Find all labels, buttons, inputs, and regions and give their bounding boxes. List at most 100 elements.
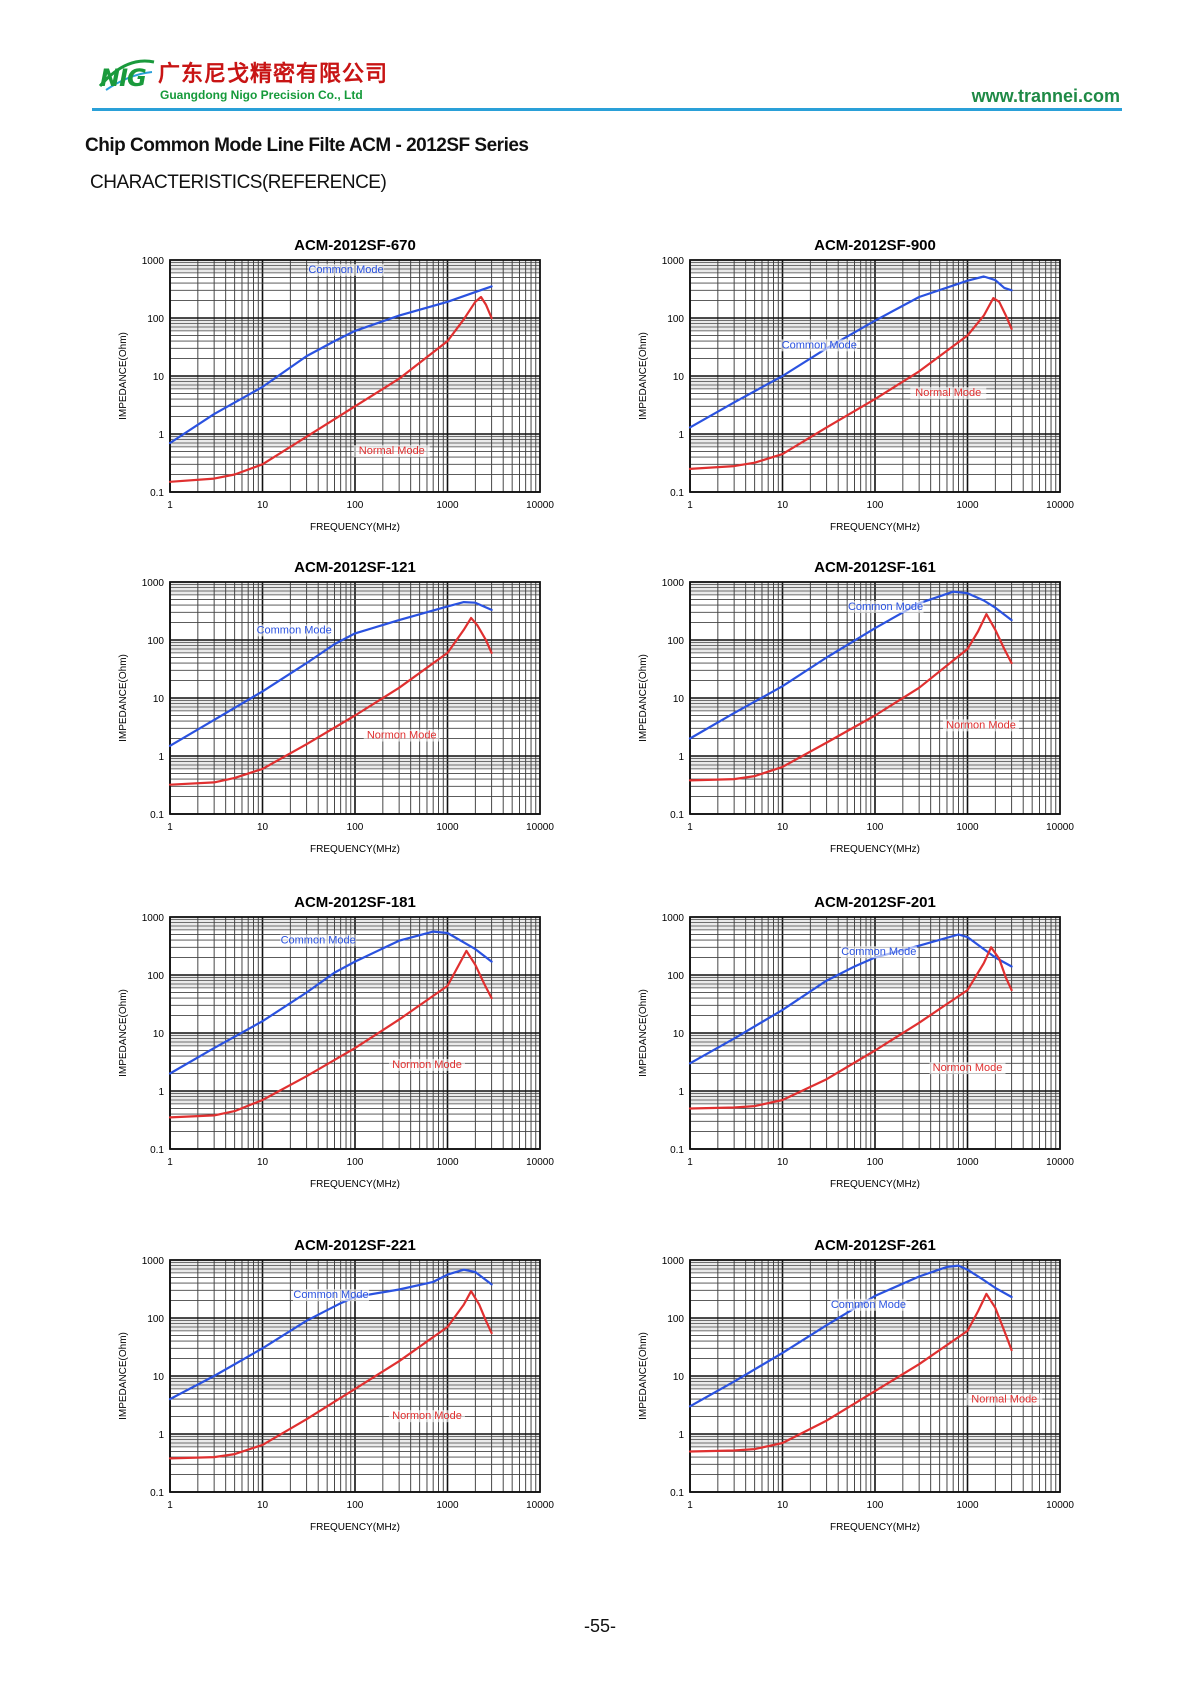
x-tick-label: 10 <box>777 1500 789 1511</box>
y-tick-label: 10 <box>673 1372 685 1383</box>
x-tick-label: 10 <box>257 1500 269 1511</box>
series-annotation: Common Mode <box>848 601 923 613</box>
y-tick-label: 10 <box>153 1029 165 1040</box>
x-tick-label: 1000 <box>436 500 459 511</box>
y-axis-label: IMPEDANCE(Ohm) <box>118 654 129 742</box>
page-header: NIG 广东尼戈精密有限公司 Guangdong Nigo Precision … <box>0 0 1200 118</box>
y-tick-label: 10 <box>153 372 165 383</box>
plot-frame <box>689 259 1061 493</box>
y-axis-label: IMPEDANCE(Ohm) <box>638 654 649 742</box>
chart-title: ACM-2012SF-161 <box>814 559 936 576</box>
plot-frame <box>689 916 1061 1150</box>
x-tick-label: 10000 <box>526 1157 554 1168</box>
series-annotation: Normon Mode <box>946 719 1016 731</box>
chart-acm-2012sf-221: ACM-2012SF-221 1 10 100 1000 10000 0.1 1 10 100 10… <box>110 1237 554 1538</box>
x-axis-label: FREQUENCY(MHz) <box>310 844 400 855</box>
y-tick-label: 0.1 <box>150 810 164 821</box>
annotation-backdrop <box>308 263 385 276</box>
x-tick-label: 1 <box>167 822 173 833</box>
series-line-normal-mode <box>688 612 1013 782</box>
x-tick-label: 1 <box>687 500 693 511</box>
y-tick-label: 1 <box>158 1430 164 1441</box>
x-tick-label: 10 <box>777 1157 789 1168</box>
series-annotation: Normal Mode <box>971 1393 1037 1405</box>
x-axis-label: FREQUENCY(MHz) <box>830 522 920 533</box>
chart-title: ACM-2012SF-261 <box>814 1237 936 1254</box>
x-tick-label: 100 <box>347 1500 364 1511</box>
series-annotation: Normon Mode <box>933 1062 1003 1074</box>
y-axis-label: IMPEDANCE(Ohm) <box>118 989 129 1077</box>
y-tick-label: 1 <box>158 752 164 763</box>
y-tick-label: 1000 <box>662 913 685 924</box>
x-tick-label: 10000 <box>526 1500 554 1511</box>
y-tick-label: 100 <box>667 971 684 982</box>
x-tick-label: 10 <box>257 822 269 833</box>
chart-acm-2012sf-261: ACM-2012SF-261 1 10 100 1000 10000 0.1 1 10 100 10… <box>630 1237 1074 1538</box>
chart-title: ACM-2012SF-900 <box>814 237 936 254</box>
annotation-backdrop <box>388 1410 465 1423</box>
x-tick-label: 1000 <box>956 1157 979 1168</box>
website-link[interactable]: www.trannei.com <box>971 86 1120 106</box>
x-tick-label: 1000 <box>436 1157 459 1168</box>
y-axis-label: IMPEDANCE(Ohm) <box>638 332 649 420</box>
chart-acm-2012sf-121: ACM-2012SF-121 1 10 100 1000 10000 0.1 1 10 100 10… <box>110 559 554 860</box>
y-tick-label: 1 <box>678 430 684 441</box>
page-number: -55- <box>583 1616 616 1636</box>
document-title: Chip Common Mode Line Filte ACM - 2012SF… <box>85 135 529 156</box>
chart-title: ACM-2012SF-121 <box>294 559 416 576</box>
x-tick-label: 100 <box>867 500 884 511</box>
x-tick-label: 100 <box>867 822 884 833</box>
x-axis-label: FREQUENCY(MHz) <box>830 1179 920 1190</box>
x-axis-label: FREQUENCY(MHz) <box>310 522 400 533</box>
y-tick-label: 100 <box>147 971 164 982</box>
plot-frame <box>169 581 541 815</box>
annotation-backdrop <box>256 624 333 637</box>
series-annotation: Common Mode <box>257 624 332 636</box>
x-axis-label: FREQUENCY(MHz) <box>310 1522 400 1533</box>
x-tick-label: 100 <box>347 822 364 833</box>
series-annotation: Common Mode <box>831 1299 906 1311</box>
x-tick-label: 100 <box>867 1157 884 1168</box>
y-tick-label: 1000 <box>142 913 165 924</box>
header-divider <box>92 108 1122 111</box>
plot-frame <box>689 581 1061 815</box>
x-tick-label: 10 <box>777 500 789 511</box>
y-axis-label: IMPEDANCE(Ohm) <box>118 332 129 420</box>
plot-frame <box>689 1259 1061 1493</box>
annotation-backdrop <box>353 445 430 458</box>
series-line-common-mode <box>168 1268 493 1401</box>
logo-text: NIG <box>100 64 147 92</box>
annotation-backdrop <box>847 600 924 613</box>
x-tick-label: 10000 <box>1046 1157 1074 1168</box>
y-tick-label: 1000 <box>142 256 165 267</box>
series-annotation: Common Mode <box>782 339 857 351</box>
y-axis-label: IMPEDANCE(Ohm) <box>118 1332 129 1420</box>
x-tick-label: 1 <box>167 500 173 511</box>
chart-title: ACM-2012SF-181 <box>294 894 416 911</box>
plot-frame <box>169 259 541 493</box>
y-tick-label: 1000 <box>142 1256 165 1267</box>
series-line-common-mode <box>168 285 493 445</box>
y-tick-label: 0.1 <box>670 1488 684 1499</box>
y-tick-label: 1000 <box>662 256 685 267</box>
annotation-backdrop <box>363 729 440 742</box>
x-tick-label: 100 <box>347 1157 364 1168</box>
x-axis-label: FREQUENCY(MHz) <box>830 1522 920 1533</box>
annotation-backdrop <box>830 1298 907 1311</box>
y-tick-label: 10 <box>153 1372 165 1383</box>
y-tick-label: 10 <box>673 372 685 383</box>
x-tick-label: 1 <box>687 1157 693 1168</box>
series-line-normal-mode <box>688 1292 1013 1453</box>
x-tick-label: 100 <box>867 1500 884 1511</box>
series-annotation: Normon Mode <box>392 1059 462 1071</box>
x-tick-label: 10000 <box>1046 822 1074 833</box>
chart-title: ACM-2012SF-221 <box>294 1237 416 1254</box>
annotation-backdrop <box>781 339 858 352</box>
y-tick-label: 0.1 <box>150 488 164 499</box>
chart-acm-2012sf-900: ACM-2012SF-900 1 10 100 1000 10000 0.1 1 10 100 10… <box>630 237 1074 538</box>
series-line-common-mode <box>688 1264 1013 1408</box>
series-annotation: Common Mode <box>293 1289 368 1301</box>
x-tick-label: 1000 <box>436 822 459 833</box>
